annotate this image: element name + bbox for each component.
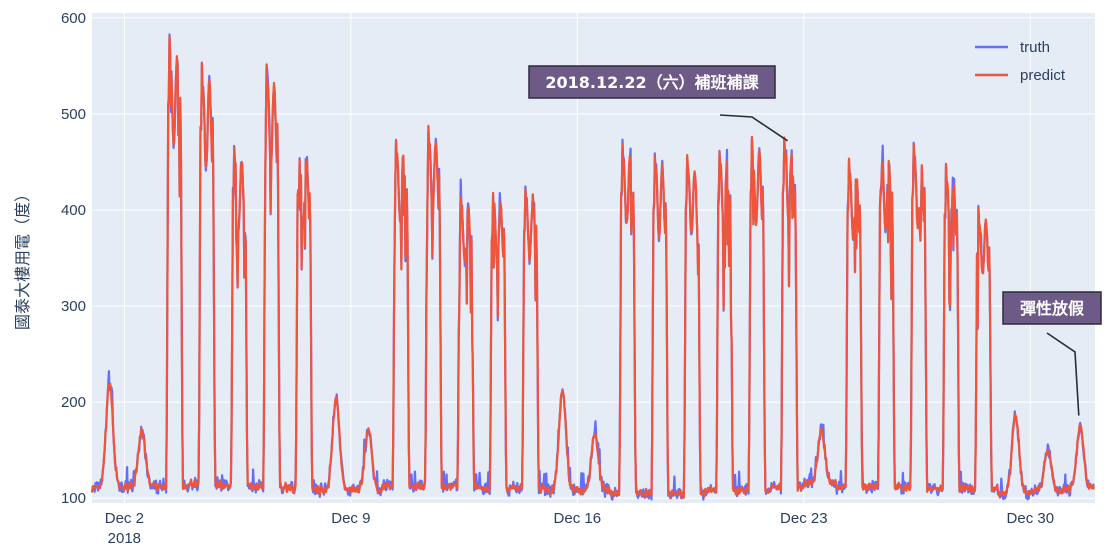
y-gridlines	[92, 17, 1095, 499]
x-tick-label: Dec 2	[105, 510, 144, 527]
y-axis-ticks: 100 200 300 400 500 600	[61, 10, 86, 507]
x-tick-label: Dec 30	[1007, 510, 1055, 527]
legend-label-predict[interactable]: predict	[1020, 67, 1066, 84]
x-axis-ticks: Dec 2 2018 Dec 9 Dec 16 Dec 23 Dec 30	[105, 510, 1054, 547]
y-tick-label: 300	[61, 298, 86, 315]
y-tick-label: 200	[61, 394, 86, 411]
legend[interactable]: truth predict	[975, 39, 1066, 84]
y-tick-label: 500	[61, 106, 86, 123]
y-tick-label: 600	[61, 10, 86, 27]
series-line-predict	[90, 35, 1095, 499]
annotation-arrow	[719, 114, 789, 142]
y-tick-label: 100	[61, 490, 86, 507]
x-tick-label: Dec 23	[780, 510, 828, 527]
x-tick-sublabel: 2018	[108, 530, 141, 547]
annotation-box	[1002, 291, 1102, 325]
y-axis-label: 國泰大樓用電（度）	[13, 186, 32, 330]
annotation-box	[528, 65, 776, 99]
x-tick-label: Dec 16	[554, 510, 602, 527]
annotation-arrow	[1046, 332, 1080, 416]
series-group	[90, 33, 1096, 501]
x-tick-label: Dec 9	[331, 510, 370, 527]
y-tick-label: 400	[61, 202, 86, 219]
annotation-text: 2018.12.22（六）補班補課	[545, 73, 759, 92]
legend-label-truth[interactable]: truth	[1020, 39, 1050, 56]
annotation-text: 彈性放假	[1020, 299, 1085, 318]
